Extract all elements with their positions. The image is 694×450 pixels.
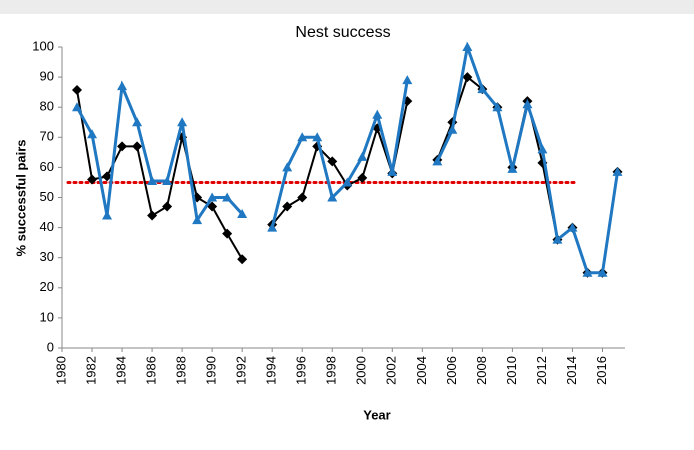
y-tick-label: 100 bbox=[32, 38, 54, 53]
marker bbox=[477, 84, 488, 94]
x-tick-label: 1998 bbox=[324, 356, 339, 385]
marker bbox=[342, 177, 353, 187]
marker bbox=[492, 102, 503, 112]
marker bbox=[552, 234, 563, 244]
marker bbox=[327, 156, 338, 167]
marker bbox=[147, 175, 158, 185]
marker bbox=[162, 201, 173, 212]
y-tick-label: 0 bbox=[47, 339, 54, 354]
marker bbox=[87, 129, 98, 139]
marker bbox=[237, 209, 248, 219]
marker bbox=[597, 267, 608, 277]
marker bbox=[462, 72, 473, 83]
marker bbox=[357, 172, 368, 183]
marker bbox=[522, 99, 533, 109]
marker bbox=[147, 210, 158, 221]
marker bbox=[132, 117, 143, 127]
marker bbox=[582, 267, 593, 277]
marker bbox=[162, 175, 173, 185]
marker bbox=[297, 192, 308, 203]
x-tick-label: 1982 bbox=[83, 356, 98, 385]
marker bbox=[432, 156, 443, 166]
x-tick-label: 1990 bbox=[204, 356, 219, 385]
marker bbox=[387, 166, 398, 176]
x-tick-label: 2000 bbox=[354, 356, 369, 385]
y-tick-label: 10 bbox=[40, 309, 54, 324]
x-tick-label: 1988 bbox=[174, 356, 189, 385]
marker bbox=[117, 81, 128, 91]
marker bbox=[282, 162, 293, 172]
marker bbox=[222, 192, 233, 202]
y-tick-label: 40 bbox=[40, 219, 54, 234]
x-tick-label: 2010 bbox=[504, 356, 519, 385]
x-tick-label: 1994 bbox=[264, 356, 279, 385]
y-tick-label: 70 bbox=[40, 129, 54, 144]
series-line bbox=[76, 75, 619, 274]
y-tick-label: 20 bbox=[40, 279, 54, 294]
marker bbox=[87, 174, 98, 185]
y-tick-label: 50 bbox=[40, 189, 54, 204]
y-tick-label: 80 bbox=[40, 99, 54, 114]
marker bbox=[237, 254, 248, 265]
y-tick-label: 90 bbox=[40, 69, 54, 84]
marker bbox=[537, 144, 548, 154]
marker bbox=[207, 192, 218, 202]
marker bbox=[72, 85, 83, 96]
marker bbox=[117, 141, 128, 152]
x-tick-label: 2004 bbox=[414, 356, 429, 385]
y-axis-label: % successful pairs bbox=[13, 139, 28, 256]
marker bbox=[72, 102, 83, 112]
x-tick-label: 1984 bbox=[113, 356, 128, 385]
marker bbox=[282, 201, 293, 212]
marker bbox=[372, 123, 383, 134]
marker bbox=[102, 171, 113, 182]
marker bbox=[207, 201, 218, 212]
marker bbox=[567, 222, 578, 232]
x-tick-label: 2006 bbox=[444, 356, 459, 385]
x-tick-label: 2014 bbox=[564, 356, 579, 385]
marker bbox=[357, 151, 368, 161]
x-tick-label: 2002 bbox=[384, 356, 399, 385]
marker bbox=[297, 132, 308, 142]
x-tick-label: 2008 bbox=[474, 356, 489, 385]
marker bbox=[612, 166, 623, 176]
y-tick-label: 30 bbox=[40, 249, 54, 264]
marker bbox=[177, 117, 188, 127]
x-tick-label: 1992 bbox=[234, 356, 249, 385]
chart-title: Nest success bbox=[295, 24, 390, 41]
marker bbox=[327, 192, 338, 202]
x-tick-label: 2016 bbox=[594, 356, 609, 385]
series-line bbox=[75, 41, 619, 275]
marker bbox=[507, 163, 518, 173]
x-axis-label: Year bbox=[363, 407, 390, 422]
marker bbox=[462, 42, 473, 51]
y-tick-label: 60 bbox=[40, 159, 54, 174]
marker bbox=[312, 132, 323, 142]
marker bbox=[267, 222, 278, 232]
marker bbox=[132, 141, 143, 152]
x-tick-label: 1980 bbox=[53, 356, 68, 385]
marker bbox=[402, 75, 413, 85]
top-bar bbox=[0, 0, 694, 14]
x-tick-label: 2012 bbox=[534, 356, 549, 385]
x-tick-label: 1996 bbox=[294, 356, 309, 385]
marker bbox=[102, 210, 113, 220]
marker bbox=[372, 109, 383, 119]
x-tick-label: 1986 bbox=[144, 356, 159, 385]
marker bbox=[222, 228, 233, 239]
marker bbox=[192, 215, 203, 225]
marker bbox=[447, 124, 458, 134]
